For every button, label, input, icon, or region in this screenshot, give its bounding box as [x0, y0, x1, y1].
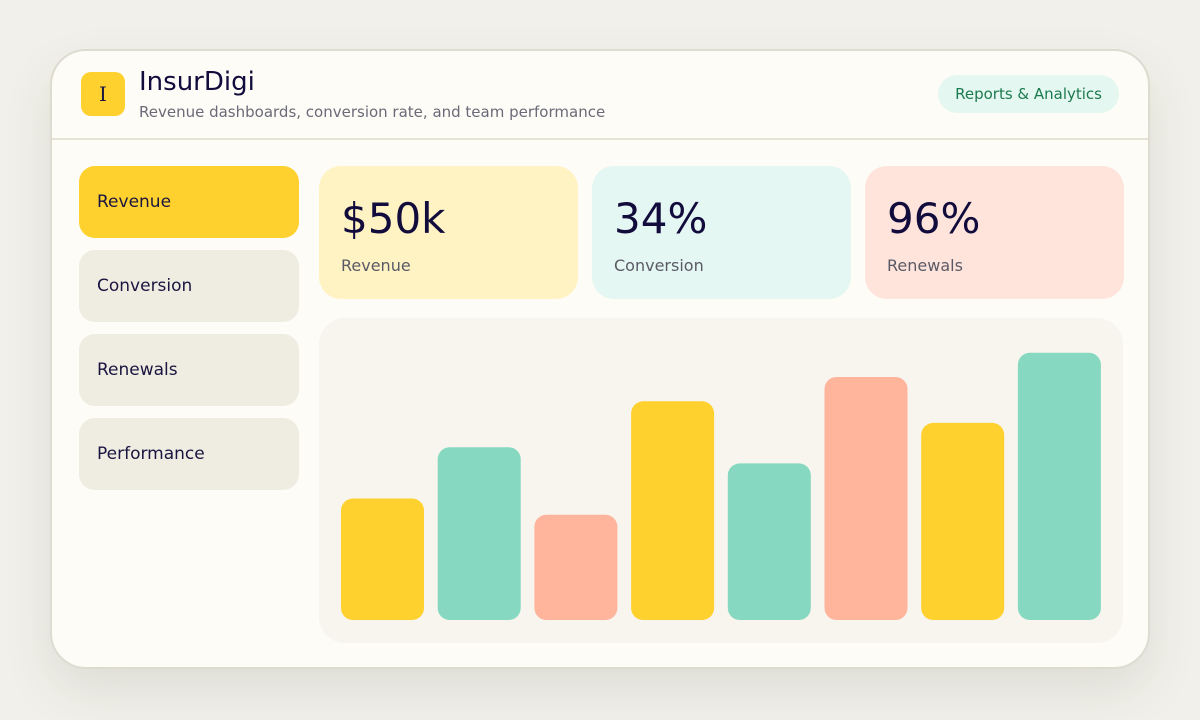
chart-bar-7 [921, 422, 1005, 620]
app-header: I InsurDigi Revenue dashboards, conversi… [52, 51, 1148, 140]
app-subtitle: Revenue dashboards, conversion rate, and… [139, 103, 606, 121]
sidebar-nav: Revenue Conversion Renewals Performance [79, 166, 299, 502]
sidebar-item-performance[interactable]: Performance [79, 418, 299, 490]
reports-analytics-badge[interactable]: Reports & Analytics [938, 75, 1119, 113]
sidebar-item-renewals[interactable]: Renewals [79, 334, 299, 406]
stat-label: Renewals [887, 256, 963, 275]
stat-card-conversion: 34% Conversion [592, 166, 851, 299]
stat-value: $50k [341, 194, 446, 243]
chart-bar-6 [824, 377, 908, 620]
stats-row: $50k Revenue 34% Conversion 96% Renewals [319, 166, 1124, 299]
stat-label: Conversion [614, 256, 704, 275]
sidebar-item-revenue[interactable]: Revenue [79, 166, 299, 238]
chart-bar-1 [341, 498, 424, 620]
bar-chart [341, 352, 1101, 620]
chart-bar-8 [1017, 352, 1101, 620]
chart-bar-3 [534, 514, 618, 620]
bar-chart-panel [319, 318, 1123, 643]
stat-value: 34% [614, 194, 708, 243]
chart-bar-5 [727, 463, 811, 620]
chart-bar-2 [437, 447, 521, 620]
app-window: I InsurDigi Revenue dashboards, conversi… [50, 49, 1150, 669]
app-title: InsurDigi [139, 67, 255, 97]
app-logo: I [81, 72, 125, 116]
stat-label: Revenue [341, 256, 411, 275]
sidebar-item-conversion[interactable]: Conversion [79, 250, 299, 322]
stat-value: 96% [887, 194, 981, 243]
stat-card-renewals: 96% Renewals [865, 166, 1124, 299]
chart-bar-4 [631, 401, 715, 620]
stat-card-revenue: $50k Revenue [319, 166, 578, 299]
